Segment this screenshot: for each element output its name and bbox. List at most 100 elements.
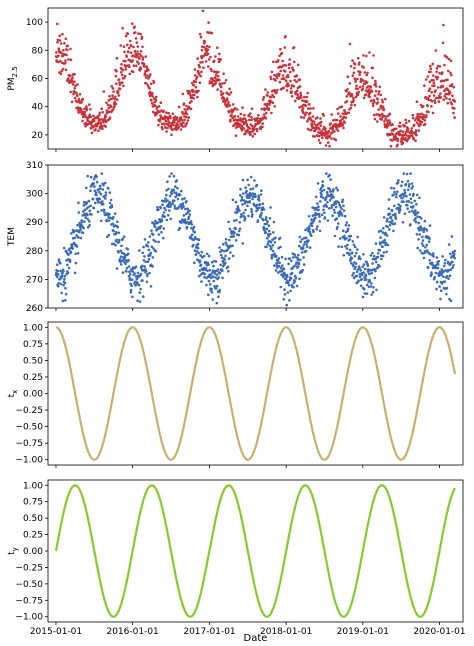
data-point <box>374 269 377 273</box>
data-point <box>157 123 160 127</box>
y-tick-label: 290 <box>26 218 43 228</box>
data-point <box>210 31 214 35</box>
data-point <box>383 238 387 242</box>
data-point <box>90 131 94 135</box>
data-point <box>82 115 85 119</box>
data-point <box>393 204 396 208</box>
data-point <box>207 293 210 297</box>
data-point <box>417 221 421 225</box>
data-point <box>74 252 77 256</box>
data-point <box>331 214 334 217</box>
data-point <box>362 271 366 274</box>
data-point <box>410 201 413 205</box>
x-tick-label: 2020-01-01 <box>413 627 465 637</box>
data-point <box>320 213 324 217</box>
data-point <box>80 223 83 226</box>
data-point <box>154 95 158 99</box>
data-point <box>381 105 385 109</box>
data-point <box>398 121 402 125</box>
data-point <box>251 192 255 195</box>
data-point <box>197 251 201 255</box>
data-point <box>249 112 252 115</box>
data-point <box>388 121 392 124</box>
data-point <box>301 99 304 102</box>
data-point <box>273 264 276 267</box>
data-point <box>196 246 200 250</box>
data-point <box>451 260 454 264</box>
data-point <box>432 79 435 82</box>
data-point <box>320 189 324 193</box>
data-point <box>408 183 411 186</box>
data-point <box>107 99 111 102</box>
data-point <box>208 283 212 286</box>
data-point <box>406 188 410 192</box>
data-point <box>388 228 391 231</box>
data-point <box>112 215 115 219</box>
data-point <box>352 71 356 74</box>
data-point <box>331 193 334 197</box>
data-point <box>378 113 382 117</box>
data-point <box>83 113 87 117</box>
data-point <box>85 106 88 110</box>
data-point <box>280 269 284 273</box>
data-point <box>340 245 344 249</box>
data-point <box>132 45 135 49</box>
data-point <box>450 102 454 106</box>
data-point <box>147 241 150 244</box>
data-point <box>91 197 95 201</box>
data-point <box>166 213 170 217</box>
data-point <box>325 172 328 175</box>
y-axis-label: tx <box>7 390 19 398</box>
data-point <box>143 72 147 75</box>
data-point <box>243 117 247 120</box>
data-point <box>397 203 400 206</box>
data-point <box>424 246 427 249</box>
data-point <box>317 139 321 142</box>
data-point <box>161 127 164 131</box>
data-point <box>393 222 397 225</box>
data-point <box>312 107 315 110</box>
data-point <box>59 42 63 45</box>
data-point <box>317 208 320 212</box>
data-point <box>204 267 208 270</box>
data-point <box>214 287 218 290</box>
data-point <box>325 191 329 194</box>
data-point <box>395 193 398 196</box>
data-point <box>302 247 305 250</box>
data-point <box>56 38 60 42</box>
data-point <box>358 266 361 270</box>
data-point <box>268 244 272 248</box>
data-point <box>264 218 268 221</box>
y-tick-label: 100 <box>26 18 43 28</box>
data-point <box>355 274 359 278</box>
data-point <box>197 238 201 241</box>
data-point <box>322 188 326 192</box>
data-point <box>95 124 99 128</box>
data-point <box>359 70 362 74</box>
data-point <box>379 93 383 97</box>
data-point <box>179 203 183 206</box>
data-point <box>406 130 410 133</box>
data-point <box>74 261 78 265</box>
data-point <box>57 281 60 285</box>
data-point <box>188 92 192 95</box>
data-point <box>142 62 146 66</box>
y-tick-label: −0.75 <box>15 596 43 606</box>
data-point <box>284 277 288 281</box>
data-point <box>184 212 188 216</box>
data-point <box>140 266 143 270</box>
data-point <box>451 266 455 270</box>
data-point <box>176 187 179 190</box>
data-point <box>315 206 318 210</box>
data-point <box>355 84 358 88</box>
data-point <box>326 141 330 144</box>
data-point <box>346 243 349 247</box>
data-point <box>396 190 399 193</box>
data-point <box>432 81 436 85</box>
data-point <box>76 83 79 86</box>
data-point <box>339 119 343 122</box>
data-point <box>384 241 388 245</box>
y-tick-label: 80 <box>32 46 44 56</box>
data-point <box>428 80 432 84</box>
data-point <box>222 72 225 75</box>
